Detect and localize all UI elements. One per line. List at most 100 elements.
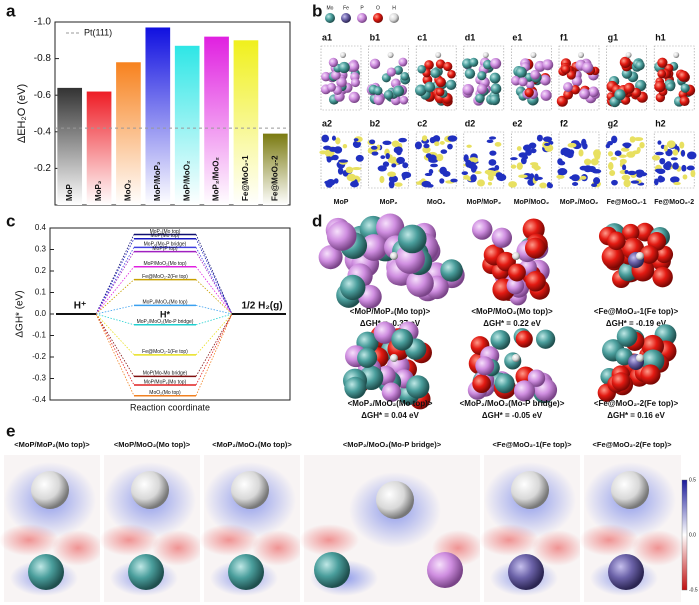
- cell-box: [653, 45, 695, 111]
- isosurface: [489, 150, 497, 156]
- isosurface: [474, 171, 482, 175]
- category-label: H⁺: [74, 301, 87, 312]
- isosurface: [594, 152, 601, 160]
- atom: [513, 380, 536, 402]
- atom: [611, 471, 649, 509]
- atom: [563, 82, 573, 92]
- isosurface: [591, 183, 598, 188]
- atom: [369, 58, 381, 69]
- isosurface: [611, 179, 618, 186]
- atom: [360, 234, 388, 261]
- atom: [524, 87, 534, 98]
- atom: [443, 61, 453, 72]
- isosurface: [391, 140, 400, 148]
- isosurface: [686, 151, 697, 160]
- isosurface: [679, 141, 685, 149]
- x-tick-label: MoO₂: [124, 179, 133, 201]
- atom: [512, 354, 520, 362]
- connector: [95, 313, 135, 356]
- atom: [640, 245, 659, 264]
- atom: [657, 57, 668, 68]
- isosurface: [681, 164, 687, 172]
- isosurface: [387, 171, 396, 177]
- atom: [406, 269, 434, 298]
- atom: [328, 57, 338, 68]
- structure-label: c1: [417, 32, 427, 42]
- isosurface: [402, 162, 409, 169]
- isosurface: [335, 137, 341, 145]
- connector: [95, 279, 135, 315]
- isosurface: [345, 166, 354, 174]
- atom: [393, 65, 403, 75]
- isosurface: [434, 141, 440, 147]
- atom: [535, 329, 556, 349]
- isosurface: [620, 147, 630, 152]
- structure-label: a1: [322, 32, 332, 42]
- isosurface: [427, 154, 437, 162]
- atom: [381, 382, 402, 402]
- atom: [635, 60, 645, 71]
- atom: [340, 274, 366, 301]
- isosurface: [518, 174, 528, 178]
- element-label: Fe: [343, 5, 349, 11]
- isosurface: [439, 140, 445, 145]
- series-label: MoP₂/MoO₂(Mo top): [142, 300, 187, 306]
- isosurface: [567, 142, 577, 148]
- isosurface: [614, 150, 622, 157]
- series-label: MoP/MoO₂(Mo top): [143, 261, 186, 267]
- atom: [321, 71, 331, 82]
- atom: [373, 94, 385, 106]
- isosurface: [656, 168, 666, 175]
- atom: [435, 87, 445, 97]
- structure-label: a2: [322, 118, 332, 128]
- y-tick-label: 0.1: [35, 288, 47, 297]
- series-label: MoP/MoP₂(Mo top): [144, 379, 187, 385]
- cell-box: [320, 45, 362, 111]
- isosurface: [610, 156, 618, 161]
- connector: [95, 313, 135, 386]
- energy-caption: ΔGH* = -0.19 eV: [606, 319, 667, 328]
- isosurface: [429, 136, 436, 144]
- atom: [622, 223, 640, 242]
- element-ball: [373, 13, 383, 23]
- element-label: Mo: [327, 5, 334, 11]
- isosurface: [624, 170, 629, 174]
- atom: [614, 89, 626, 101]
- isosurface: [510, 157, 518, 161]
- atom: [392, 85, 405, 97]
- atom: [525, 271, 546, 292]
- series-label: MoP(Mo top): [151, 233, 180, 239]
- atom: [398, 57, 408, 67]
- y-tick-label: -0.6: [34, 90, 52, 101]
- isosurface: [326, 178, 336, 186]
- isosurface: [396, 156, 405, 164]
- x-tick-label: Fe@MoO₂-2: [270, 155, 279, 201]
- isosurface: [490, 167, 496, 171]
- element-ball: [389, 13, 399, 23]
- atom: [511, 75, 521, 86]
- isosurface: [421, 135, 428, 142]
- element-label: P: [360, 5, 364, 11]
- atom: [357, 347, 378, 368]
- atom: [582, 61, 594, 74]
- atom: [314, 552, 350, 588]
- atom: [518, 77, 528, 87]
- isosurface: [544, 142, 551, 146]
- isosurface: [580, 175, 587, 180]
- density-blob: [479, 524, 539, 556]
- atom: [348, 91, 360, 104]
- isosurface: [387, 157, 395, 163]
- site-caption: <MoP/MoP₂(Mo top)>: [350, 307, 431, 316]
- energy-caption: ΔGH* = 0.16 eV: [607, 411, 665, 420]
- density-blob: [579, 524, 639, 556]
- structure-label: d2: [465, 118, 476, 128]
- bar: [174, 45, 200, 205]
- connector: [195, 305, 233, 315]
- structure-label: b2: [370, 118, 381, 128]
- connector: [95, 238, 135, 315]
- site-caption: <Fe@MoO₂-2(Fe top)>: [594, 399, 679, 408]
- density-blob: [0, 524, 59, 556]
- connector: [95, 234, 135, 315]
- atom: [570, 85, 580, 95]
- isosurface: [670, 157, 678, 161]
